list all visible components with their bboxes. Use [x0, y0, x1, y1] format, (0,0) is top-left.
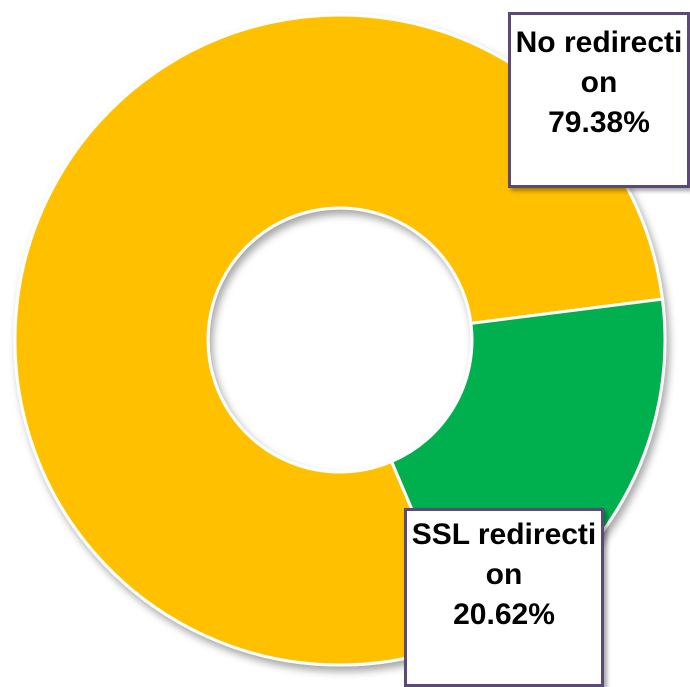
- data-label-ssl-redirection: SSL redirection 20.62%: [404, 508, 604, 687]
- data-label-value: 79.38%: [548, 106, 650, 139]
- data-label-name: SSL redirection: [411, 518, 597, 591]
- data-label-no-redirection: No redirection 79.38%: [508, 12, 690, 188]
- data-label-value: 20.62%: [453, 598, 555, 631]
- data-label-name: No redirection: [515, 26, 683, 99]
